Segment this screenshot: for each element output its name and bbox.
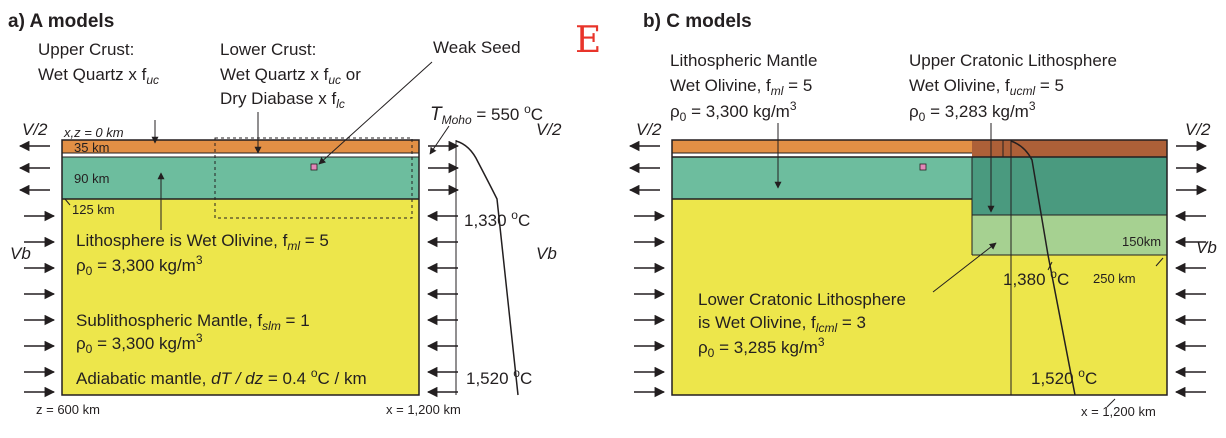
upper-crust-label-2: Wet Quartz x fuc (38, 65, 159, 87)
boundary-arrows-a (18, 140, 460, 398)
weak-seed-label: Weak Seed (433, 38, 521, 57)
upper-cratonic-label-1: Upper Cratonic Lithosphere (909, 51, 1117, 70)
lower-crust-region-box (214, 137, 413, 219)
panel-a-title: a) A models (8, 11, 114, 32)
depth-90-label: 90 km (74, 171, 109, 186)
upper-crust-layer-b (672, 140, 972, 153)
lithosphere-label: Lithosphere is Wet Olivine, fml = 5 (76, 231, 329, 253)
vb-left-label: Vb (10, 244, 31, 263)
lower-cratonic-lithosphere-layer (972, 215, 1167, 255)
lithospheric-mantle-label-1: Lithospheric Mantle (670, 51, 817, 70)
depth-250-tick (1155, 257, 1164, 267)
lithosphere-layer-b (672, 157, 972, 199)
boundary-arrows-b (628, 140, 1208, 398)
panel-b: b) C models Lithospheric Mantle Wet Oliv… (628, 11, 1217, 419)
lower-cratonic-pointer (932, 242, 997, 293)
x-width-label-b: x = 1,200 km (1081, 404, 1156, 419)
panel-b-title: b) C models (643, 11, 752, 32)
vb-right-label-b: Vb (1196, 238, 1217, 257)
x-width-label-a: x = 1,200 km (386, 402, 461, 417)
cratonic-crust-layer (972, 140, 1167, 157)
temp-1380-tick (1047, 261, 1053, 271)
upper-cratonic-density: ρ0 = 3,283 kg/m3 (909, 99, 1036, 124)
lower-crust-layer-b (672, 153, 972, 157)
model-b-outline (671, 139, 1168, 396)
v2-left-label: V/2 (22, 120, 48, 139)
lower-cratonic-label-2: is Wet Olivine, flcml = 3 (698, 313, 866, 335)
panel-a: a) A models E Upper Crust: Wet Quartz x … (8, 11, 601, 417)
temp-1520-label-b: 1,520 oC (1031, 366, 1097, 388)
model-a-outline (61, 139, 420, 396)
z-depth-label: z = 600 km (36, 402, 100, 417)
depth-250-label: 250 km (1093, 271, 1136, 286)
geotherm-curve (455, 140, 519, 396)
weak-seed (310, 163, 318, 171)
lithosphere-density-label: ρ0 = 3,300 kg/m3 (76, 253, 203, 278)
geotherm-curve-b (1010, 140, 1076, 396)
tmoho-pointer (429, 125, 450, 155)
adiabatic-label: Adiabatic mantle, dT / dz = 0.4 oC / km (76, 366, 367, 388)
upper-cratonic-lithosphere-layer (972, 157, 1167, 215)
x-width-tick-b (1106, 398, 1116, 408)
upper-crust-layer (62, 140, 419, 153)
tmoho-label: TMoho = 550 oC (430, 102, 543, 127)
lower-cratonic-density: ρ0 = 3,285 kg/m3 (698, 335, 825, 360)
lithospheric-mantle-density: ρ0 = 3,300 kg/m3 (670, 99, 797, 124)
weak-seed-b (919, 163, 927, 171)
v2-right-label: V/2 (536, 120, 562, 139)
sublithospheric-label: Sublithospheric Mantle, fslm = 1 (76, 311, 310, 333)
lithosphere-layer (62, 157, 419, 199)
weak-seed-pointer (318, 61, 433, 165)
sublithospheric-density-label: ρ0 = 3,300 kg/m3 (76, 331, 203, 356)
lower-crust-label-1: Lower Crust: (220, 40, 316, 59)
origin-label: x,z = 0 km (63, 125, 124, 140)
annotation-mark: E (575, 20, 601, 61)
depth-125-tick (64, 198, 71, 206)
lower-crust-label-3: Dry Diabase x flc (220, 89, 345, 111)
vb-right-label: Vb (536, 244, 557, 263)
upper-cratonic-label-2: Wet Olivine, fucml = 5 (909, 76, 1064, 98)
lithospheric-mantle-label-2: Wet Olivine, fml = 5 (670, 76, 812, 98)
v2-right-label-b: V/2 (1185, 120, 1211, 139)
temp-1330-label: 1,330 oC (464, 208, 530, 230)
lower-crust-label-2: Wet Quartz x fuc or (220, 65, 361, 87)
depth-125-label: 125 km (72, 202, 115, 217)
lower-crust-layer (62, 153, 419, 157)
temp-1380-label: 1,380 oC (1003, 267, 1069, 289)
sublithospheric-mantle-layer (62, 199, 419, 395)
upper-crust-label-1: Upper Crust: (38, 40, 134, 59)
v2-left-label-b: V/2 (636, 120, 662, 139)
lower-cratonic-label-1: Lower Cratonic Lithosphere (698, 290, 906, 309)
temp-1520-label: 1,520 oC (466, 366, 532, 388)
depth-35-label: 35 km (74, 140, 109, 155)
depth-150-label: 150km (1122, 234, 1161, 249)
